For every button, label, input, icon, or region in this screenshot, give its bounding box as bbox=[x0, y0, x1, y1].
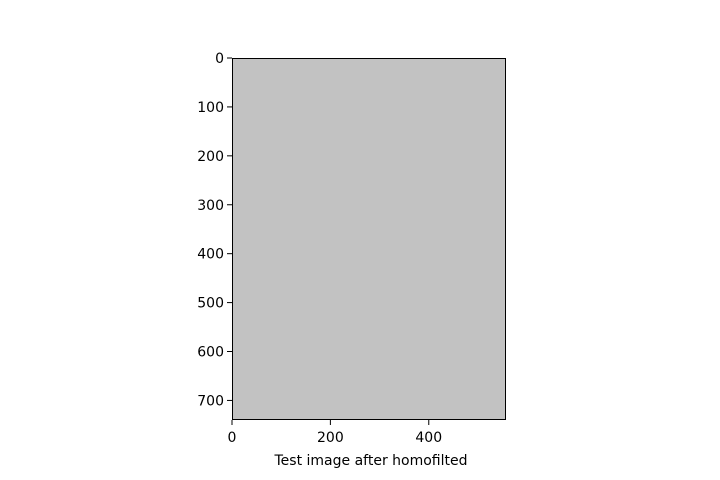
x-tick-label: 400 bbox=[415, 430, 442, 446]
image-area bbox=[232, 58, 506, 420]
y-tick-label: 300 bbox=[197, 198, 224, 214]
x-axis-label: Test image after homofilted bbox=[274, 453, 468, 469]
x-tick-label: 0 bbox=[228, 430, 237, 446]
y-tick-label: 600 bbox=[197, 345, 224, 361]
y-tick-label: 0 bbox=[215, 51, 224, 67]
plot-frame bbox=[232, 58, 506, 420]
y-tick-label: 200 bbox=[197, 149, 224, 165]
x-tick-label: 200 bbox=[317, 430, 344, 446]
y-tick-label: 400 bbox=[197, 247, 224, 263]
y-tick-label: 700 bbox=[197, 393, 224, 409]
y-tick-label: 500 bbox=[197, 296, 224, 312]
x-axis-ticks: 0 200 400 bbox=[228, 420, 442, 446]
y-axis-ticks: 0 100 200 300 400 500 600 700 bbox=[197, 51, 232, 409]
y-tick-label: 100 bbox=[197, 100, 224, 116]
